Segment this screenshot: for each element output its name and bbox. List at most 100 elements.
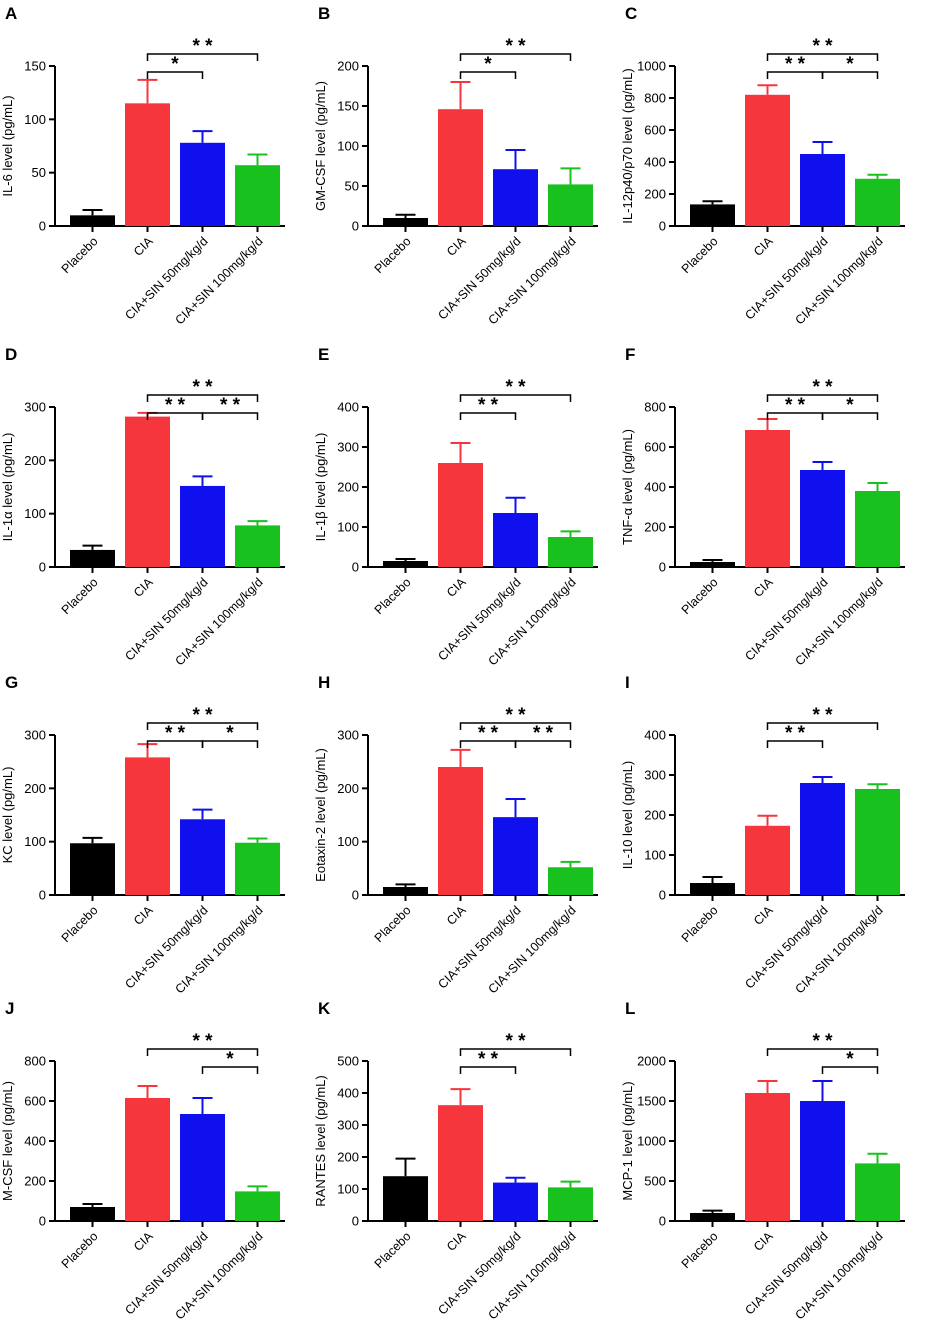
y-axis-title: KC level (pg/mL) bbox=[0, 767, 15, 864]
y-axis-title: RANTES level (pg/mL) bbox=[313, 1075, 328, 1206]
y-tick-label: 600 bbox=[24, 1094, 46, 1109]
bar bbox=[855, 178, 900, 226]
bar bbox=[548, 1187, 593, 1221]
x-tick-label: Placebo bbox=[372, 575, 414, 617]
x-tick-label: Placebo bbox=[679, 903, 721, 945]
bar bbox=[235, 525, 280, 567]
x-tick-label: Placebo bbox=[59, 575, 101, 617]
significance-bracket bbox=[459, 412, 517, 420]
y-tick-label: 0 bbox=[352, 219, 359, 234]
bar bbox=[180, 142, 225, 226]
panel-letter: J bbox=[5, 999, 14, 1018]
significance-label: * * bbox=[505, 36, 526, 57]
x-tick-label: Placebo bbox=[59, 234, 101, 276]
significance-label: * bbox=[484, 54, 492, 75]
x-tick-label: Placebo bbox=[679, 575, 721, 617]
significance-bracket bbox=[146, 394, 259, 402]
panel-letter: A bbox=[5, 4, 17, 23]
bar bbox=[800, 1101, 845, 1221]
bar bbox=[745, 825, 790, 895]
significance-bracket bbox=[459, 1066, 517, 1074]
significance-label: * bbox=[846, 1049, 854, 1070]
bar bbox=[235, 1191, 280, 1221]
significance-bracket bbox=[201, 1066, 259, 1074]
significance-label: * * bbox=[505, 705, 526, 726]
y-tick-label: 0 bbox=[659, 1214, 666, 1229]
y-tick-label: 400 bbox=[337, 1086, 359, 1101]
significance-bracket bbox=[146, 71, 204, 79]
y-tick-label: 0 bbox=[352, 888, 359, 903]
panel-letter: L bbox=[625, 999, 635, 1018]
y-axis-title: GM-CSF level (pg/mL) bbox=[313, 81, 328, 211]
y-tick-label: 800 bbox=[644, 91, 666, 106]
significance-bracket bbox=[821, 1066, 879, 1074]
significance-label: * * bbox=[192, 36, 213, 57]
y-tick-label: 600 bbox=[644, 440, 666, 455]
y-tick-label: 300 bbox=[337, 728, 359, 743]
y-axis-title: IL-6 level (pg/mL) bbox=[0, 95, 15, 196]
significance-label: * * bbox=[785, 54, 806, 75]
significance-label: * * bbox=[785, 723, 806, 744]
y-axis-title: TNF-α level (pg/mL) bbox=[620, 429, 635, 545]
x-tick-label: Placebo bbox=[372, 903, 414, 945]
y-tick-label: 0 bbox=[39, 219, 46, 234]
y-axis-title: IL-10 level (pg/mL) bbox=[620, 761, 635, 869]
y-tick-label: 100 bbox=[337, 139, 359, 154]
significance-bracket bbox=[766, 394, 879, 402]
bar bbox=[690, 883, 735, 895]
y-tick-label: 0 bbox=[39, 888, 46, 903]
significance-bracket bbox=[459, 1048, 572, 1056]
y-tick-label: 1000 bbox=[637, 59, 666, 74]
y-tick-label: 800 bbox=[24, 1054, 46, 1069]
significance-label: * * bbox=[220, 395, 241, 416]
x-tick-label: Placebo bbox=[372, 234, 414, 276]
significance-bracket bbox=[146, 722, 259, 730]
y-axis-title: IL-1β level (pg/mL) bbox=[313, 433, 328, 542]
x-tick-label: CIA bbox=[751, 575, 776, 600]
y-tick-label: 200 bbox=[644, 520, 666, 535]
y-tick-label: 150 bbox=[24, 59, 46, 74]
bar bbox=[383, 1176, 428, 1221]
bar bbox=[690, 204, 735, 226]
y-axis-title: IL-1α level (pg/mL) bbox=[0, 433, 15, 542]
significance-bracket bbox=[766, 722, 879, 730]
y-tick-label: 600 bbox=[644, 123, 666, 138]
significance-bracket bbox=[201, 740, 259, 748]
y-tick-label: 50 bbox=[345, 179, 359, 194]
significance-label: * bbox=[226, 723, 234, 744]
bar bbox=[800, 470, 845, 567]
y-tick-label: 300 bbox=[337, 440, 359, 455]
significance-label: * bbox=[171, 54, 179, 75]
panel-letter: C bbox=[625, 4, 637, 23]
y-tick-label: 200 bbox=[337, 1150, 359, 1165]
y-tick-label: 800 bbox=[644, 400, 666, 415]
y-tick-label: 100 bbox=[337, 834, 359, 849]
x-tick-label: CIA bbox=[444, 903, 469, 928]
y-tick-label: 100 bbox=[337, 1182, 359, 1197]
bar bbox=[548, 867, 593, 895]
y-tick-label: 400 bbox=[337, 400, 359, 415]
y-tick-label: 0 bbox=[39, 560, 46, 575]
x-tick-label: CIA bbox=[444, 1229, 469, 1254]
bar bbox=[855, 789, 900, 895]
significance-label: * * bbox=[505, 1031, 526, 1052]
significance-label: * * bbox=[533, 723, 554, 744]
significance-bracket bbox=[201, 412, 259, 420]
bar bbox=[383, 561, 428, 567]
y-tick-label: 200 bbox=[337, 781, 359, 796]
significance-label: * * bbox=[478, 723, 499, 744]
significance-label: * * bbox=[812, 36, 833, 57]
y-tick-label: 100 bbox=[337, 520, 359, 535]
bar bbox=[70, 1207, 115, 1221]
panel-l: L MCP-1 level (pg/mL) 0 500 1000 1500 2000 Plac… bbox=[620, 999, 905, 1322]
bar bbox=[493, 513, 538, 567]
panel-letter: H bbox=[318, 673, 330, 692]
significance-bracket bbox=[766, 53, 879, 61]
significance-label: * * bbox=[192, 377, 213, 398]
bar bbox=[745, 430, 790, 567]
x-tick-label: Placebo bbox=[679, 1229, 721, 1271]
significance-bracket bbox=[766, 740, 824, 748]
bar bbox=[800, 154, 845, 226]
